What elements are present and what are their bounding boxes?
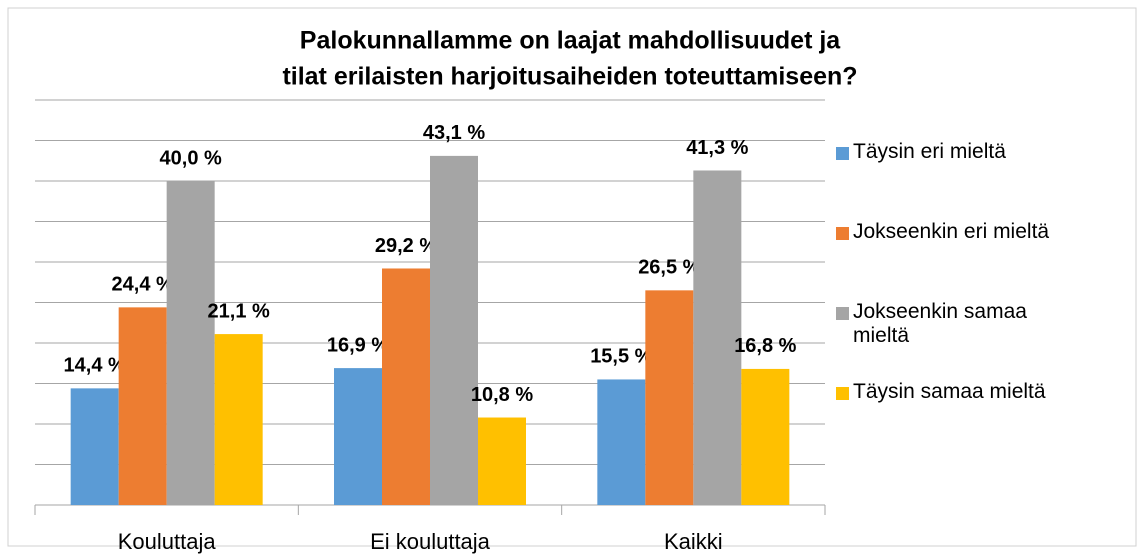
chart-title: Palokunnallamme on laajat mahdollisuudet…: [300, 27, 842, 55]
data-label: 21,1 %: [208, 300, 270, 322]
bar: [382, 268, 430, 505]
bar: [430, 155, 478, 505]
legend-label: Täysin eri mieltä: [853, 140, 1006, 163]
legend-item: Jokseenkin eri mieltä: [836, 220, 1106, 270]
legend-swatch: [836, 147, 849, 160]
legend-item: Jokseenkin samaa mieltä: [836, 300, 1106, 350]
data-label: 41,3 %: [686, 137, 748, 159]
x-tick-label: Kouluttaja: [118, 529, 217, 554]
bar: [741, 368, 790, 505]
legend-swatch: [836, 387, 849, 400]
bar: [214, 334, 263, 505]
data-label: 43,1 %: [423, 122, 485, 144]
bar: [334, 368, 382, 505]
data-label: 29,2 %: [375, 235, 437, 257]
bar: [597, 379, 646, 505]
bar: [166, 181, 215, 505]
bar: [70, 388, 119, 505]
data-label: 26,5 %: [638, 257, 700, 279]
legend-swatch: [836, 227, 849, 240]
x-tick-label: Kaikki: [664, 529, 723, 554]
data-label: 40,0 %: [160, 147, 222, 169]
x-tick-label: Ei kouluttaja: [370, 529, 491, 554]
legend: Täysin eri mieltä Jokseenkin eri mieltä Jo…: [836, 140, 1106, 460]
data-label: 10,8 %: [471, 384, 533, 406]
data-label: 16,9 %: [327, 334, 389, 356]
data-label: 24,4 %: [112, 274, 174, 296]
legend-label: Jokseenkin samaa mieltä: [853, 300, 1027, 347]
data-label: 15,5 %: [590, 346, 652, 368]
chart-title: tilat erilaisten harjoitusaiheiden toteu…: [282, 63, 857, 91]
data-label: 14,4 %: [64, 355, 126, 377]
legend-label: Jokseenkin eri mieltä: [853, 220, 1050, 243]
bar: [478, 417, 526, 505]
bar: [693, 170, 742, 505]
legend-item: Täysin eri mieltä: [836, 140, 1106, 190]
bar: [645, 290, 694, 505]
data-label: 16,8 %: [734, 335, 796, 357]
legend-label: Täysin samaa mieltä: [853, 380, 1046, 403]
legend-swatch: [836, 307, 849, 320]
legend-item: Täysin samaa mieltä: [836, 380, 1106, 430]
bar: [118, 307, 167, 505]
